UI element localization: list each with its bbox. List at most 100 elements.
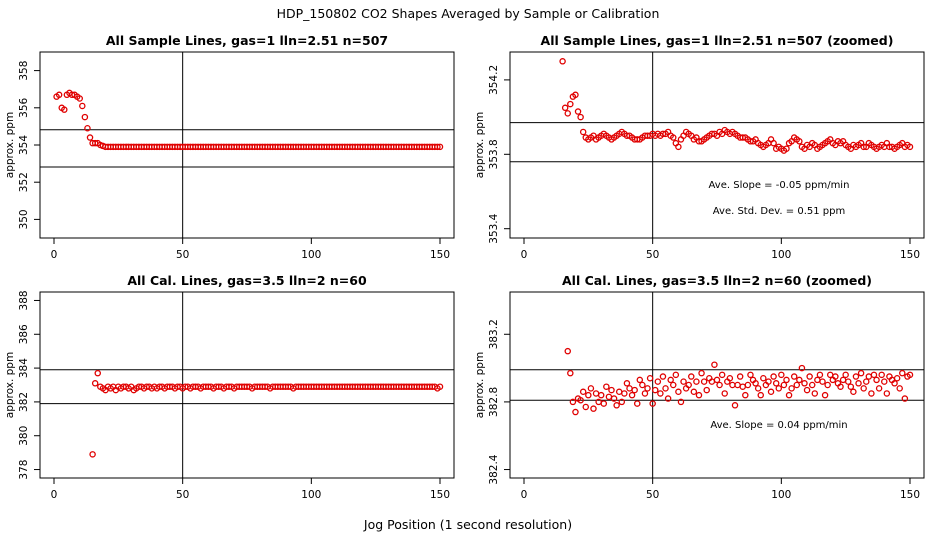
data-point <box>721 390 728 397</box>
data-point <box>901 395 909 402</box>
data-point <box>587 385 595 392</box>
data-point <box>561 104 569 112</box>
data-point <box>891 380 898 387</box>
data-point <box>775 385 783 392</box>
data-point <box>803 386 811 394</box>
data-point <box>667 376 674 384</box>
data-point <box>577 113 584 121</box>
data-point <box>770 373 777 380</box>
data-point <box>646 374 654 382</box>
data-point <box>757 391 764 399</box>
data-point <box>754 385 762 392</box>
data-point <box>878 371 885 379</box>
data-point <box>793 381 801 389</box>
data-point <box>613 402 620 409</box>
data-point <box>837 383 844 390</box>
data-point <box>703 386 710 394</box>
data-point <box>618 398 626 406</box>
data-point <box>564 110 571 117</box>
data-point <box>883 390 891 397</box>
data-point <box>639 381 646 389</box>
data-point <box>868 390 875 397</box>
data-point <box>785 391 793 399</box>
y-tick-label: 358 <box>18 61 30 81</box>
data-point <box>564 347 571 355</box>
data-series <box>53 89 444 151</box>
data-point <box>688 373 695 380</box>
data-point <box>608 386 615 394</box>
data-point <box>767 388 775 396</box>
annotation: Ave. Std. Dev. = 0.51 ppm <box>713 206 845 217</box>
data-point <box>760 374 767 382</box>
data-point <box>693 378 700 385</box>
data-point <box>585 391 592 399</box>
data-series <box>559 58 914 154</box>
y-tick-label: 354.2 <box>488 65 500 95</box>
data-point <box>81 113 89 121</box>
data-point <box>675 388 682 396</box>
y-axis-label: approx. ppm <box>474 352 486 418</box>
x-tick-label: 100 <box>771 249 791 261</box>
data-point <box>842 371 849 379</box>
data-point <box>780 381 788 389</box>
y-tick-label: 388 <box>18 290 30 310</box>
y-axis-label: approx. ppm <box>4 352 16 418</box>
x-tick-label: 50 <box>646 489 659 501</box>
data-point <box>798 364 806 372</box>
data-point <box>839 376 847 384</box>
x-tick-label: 100 <box>771 489 791 501</box>
data-point <box>806 373 813 380</box>
data-point <box>695 391 703 399</box>
data-point <box>567 100 574 108</box>
plot-frame <box>39 291 455 479</box>
data-point <box>811 390 819 397</box>
data-point <box>436 143 444 151</box>
data-point <box>713 376 721 384</box>
data-point <box>610 395 618 402</box>
data-point <box>79 102 86 110</box>
data-point <box>875 385 883 392</box>
y-tick-label: 382.8 <box>488 387 500 417</box>
y-tick-label: 382 <box>18 392 30 412</box>
x-tick-label: 100 <box>301 249 321 261</box>
data-point <box>670 381 677 389</box>
data-point <box>778 371 785 379</box>
data-point <box>579 128 587 136</box>
y-tick-label: 354 <box>18 135 30 155</box>
data-point <box>89 451 96 458</box>
data-point <box>726 374 734 382</box>
data-point <box>698 369 705 377</box>
y-tick-label: 356 <box>18 97 30 117</box>
data-point <box>824 381 831 389</box>
data-point <box>736 373 744 380</box>
chart-title: All Cal. Lines, gas=3.5 lln=2 n=60 (zoom… <box>562 273 872 288</box>
data-point <box>670 134 677 141</box>
data-point <box>605 393 613 401</box>
x-tick-label: 0 <box>521 249 528 261</box>
data-point <box>574 108 582 115</box>
y-tick-label: 383.2 <box>488 319 500 349</box>
y-tick-label: 384 <box>18 358 30 378</box>
data-point <box>906 371 914 379</box>
y-axis-label: approx. ppm <box>4 112 16 178</box>
data-point <box>626 385 633 392</box>
data-point <box>718 371 726 379</box>
data-point <box>664 395 672 402</box>
data-point <box>739 383 746 390</box>
data-point <box>850 388 857 396</box>
data-point <box>700 378 708 385</box>
data-point <box>731 402 739 409</box>
data-point <box>863 378 870 385</box>
data-point <box>716 381 723 389</box>
y-tick-label: 380 <box>18 426 30 446</box>
data-point <box>690 388 698 396</box>
data-point <box>572 408 579 416</box>
data-point <box>91 380 99 387</box>
x-tick-label: 150 <box>900 249 920 261</box>
data-point <box>569 398 577 406</box>
data-point <box>559 58 566 65</box>
chart-title: All Sample Lines, gas=1 lln=2.51 n=507 (… <box>541 33 894 48</box>
data-point <box>729 381 736 389</box>
data-point <box>816 371 824 379</box>
